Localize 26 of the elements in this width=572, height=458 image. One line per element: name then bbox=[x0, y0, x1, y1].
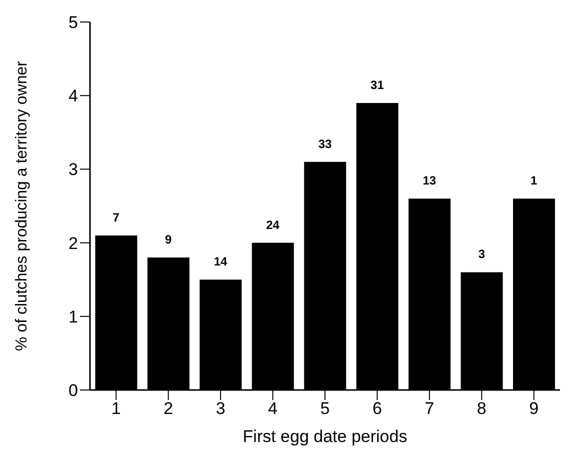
y-tick-label: 3 bbox=[68, 160, 78, 180]
x-tick-label: 2 bbox=[164, 399, 174, 418]
x-tick-label: 6 bbox=[372, 399, 382, 418]
x-tick-label: 1 bbox=[111, 399, 121, 418]
x-tick-label: 5 bbox=[320, 399, 330, 418]
annotation: 9 bbox=[164, 232, 172, 247]
x-tick-label: 4 bbox=[268, 399, 278, 418]
annotation: 7 bbox=[112, 210, 120, 224]
y-tick-label: 5 bbox=[68, 13, 78, 32]
x-tick-label: 3 bbox=[216, 399, 226, 418]
y-tick-label: 4 bbox=[68, 86, 78, 106]
annotation: 3 bbox=[478, 247, 486, 262]
annotation: 33 bbox=[318, 136, 332, 151]
x-axis-title: First egg date periods bbox=[242, 427, 408, 446]
annotation: 24 bbox=[266, 218, 280, 232]
y-tick-label: 0 bbox=[68, 381, 78, 400]
y-tick-label: 2 bbox=[68, 234, 78, 253]
annotation: 13 bbox=[422, 174, 436, 188]
x-tick-label: 8 bbox=[476, 399, 486, 418]
annotation: 1 bbox=[530, 174, 538, 188]
x-tick-label: 7 bbox=[424, 399, 434, 418]
y-tick-label: 1 bbox=[68, 307, 78, 326]
y-axis-title: % of clutches producing a territory owner bbox=[14, 60, 30, 351]
annotation: 14 bbox=[214, 254, 228, 269]
x-tick-label: 9 bbox=[529, 399, 539, 418]
annotation: 31 bbox=[370, 78, 384, 92]
